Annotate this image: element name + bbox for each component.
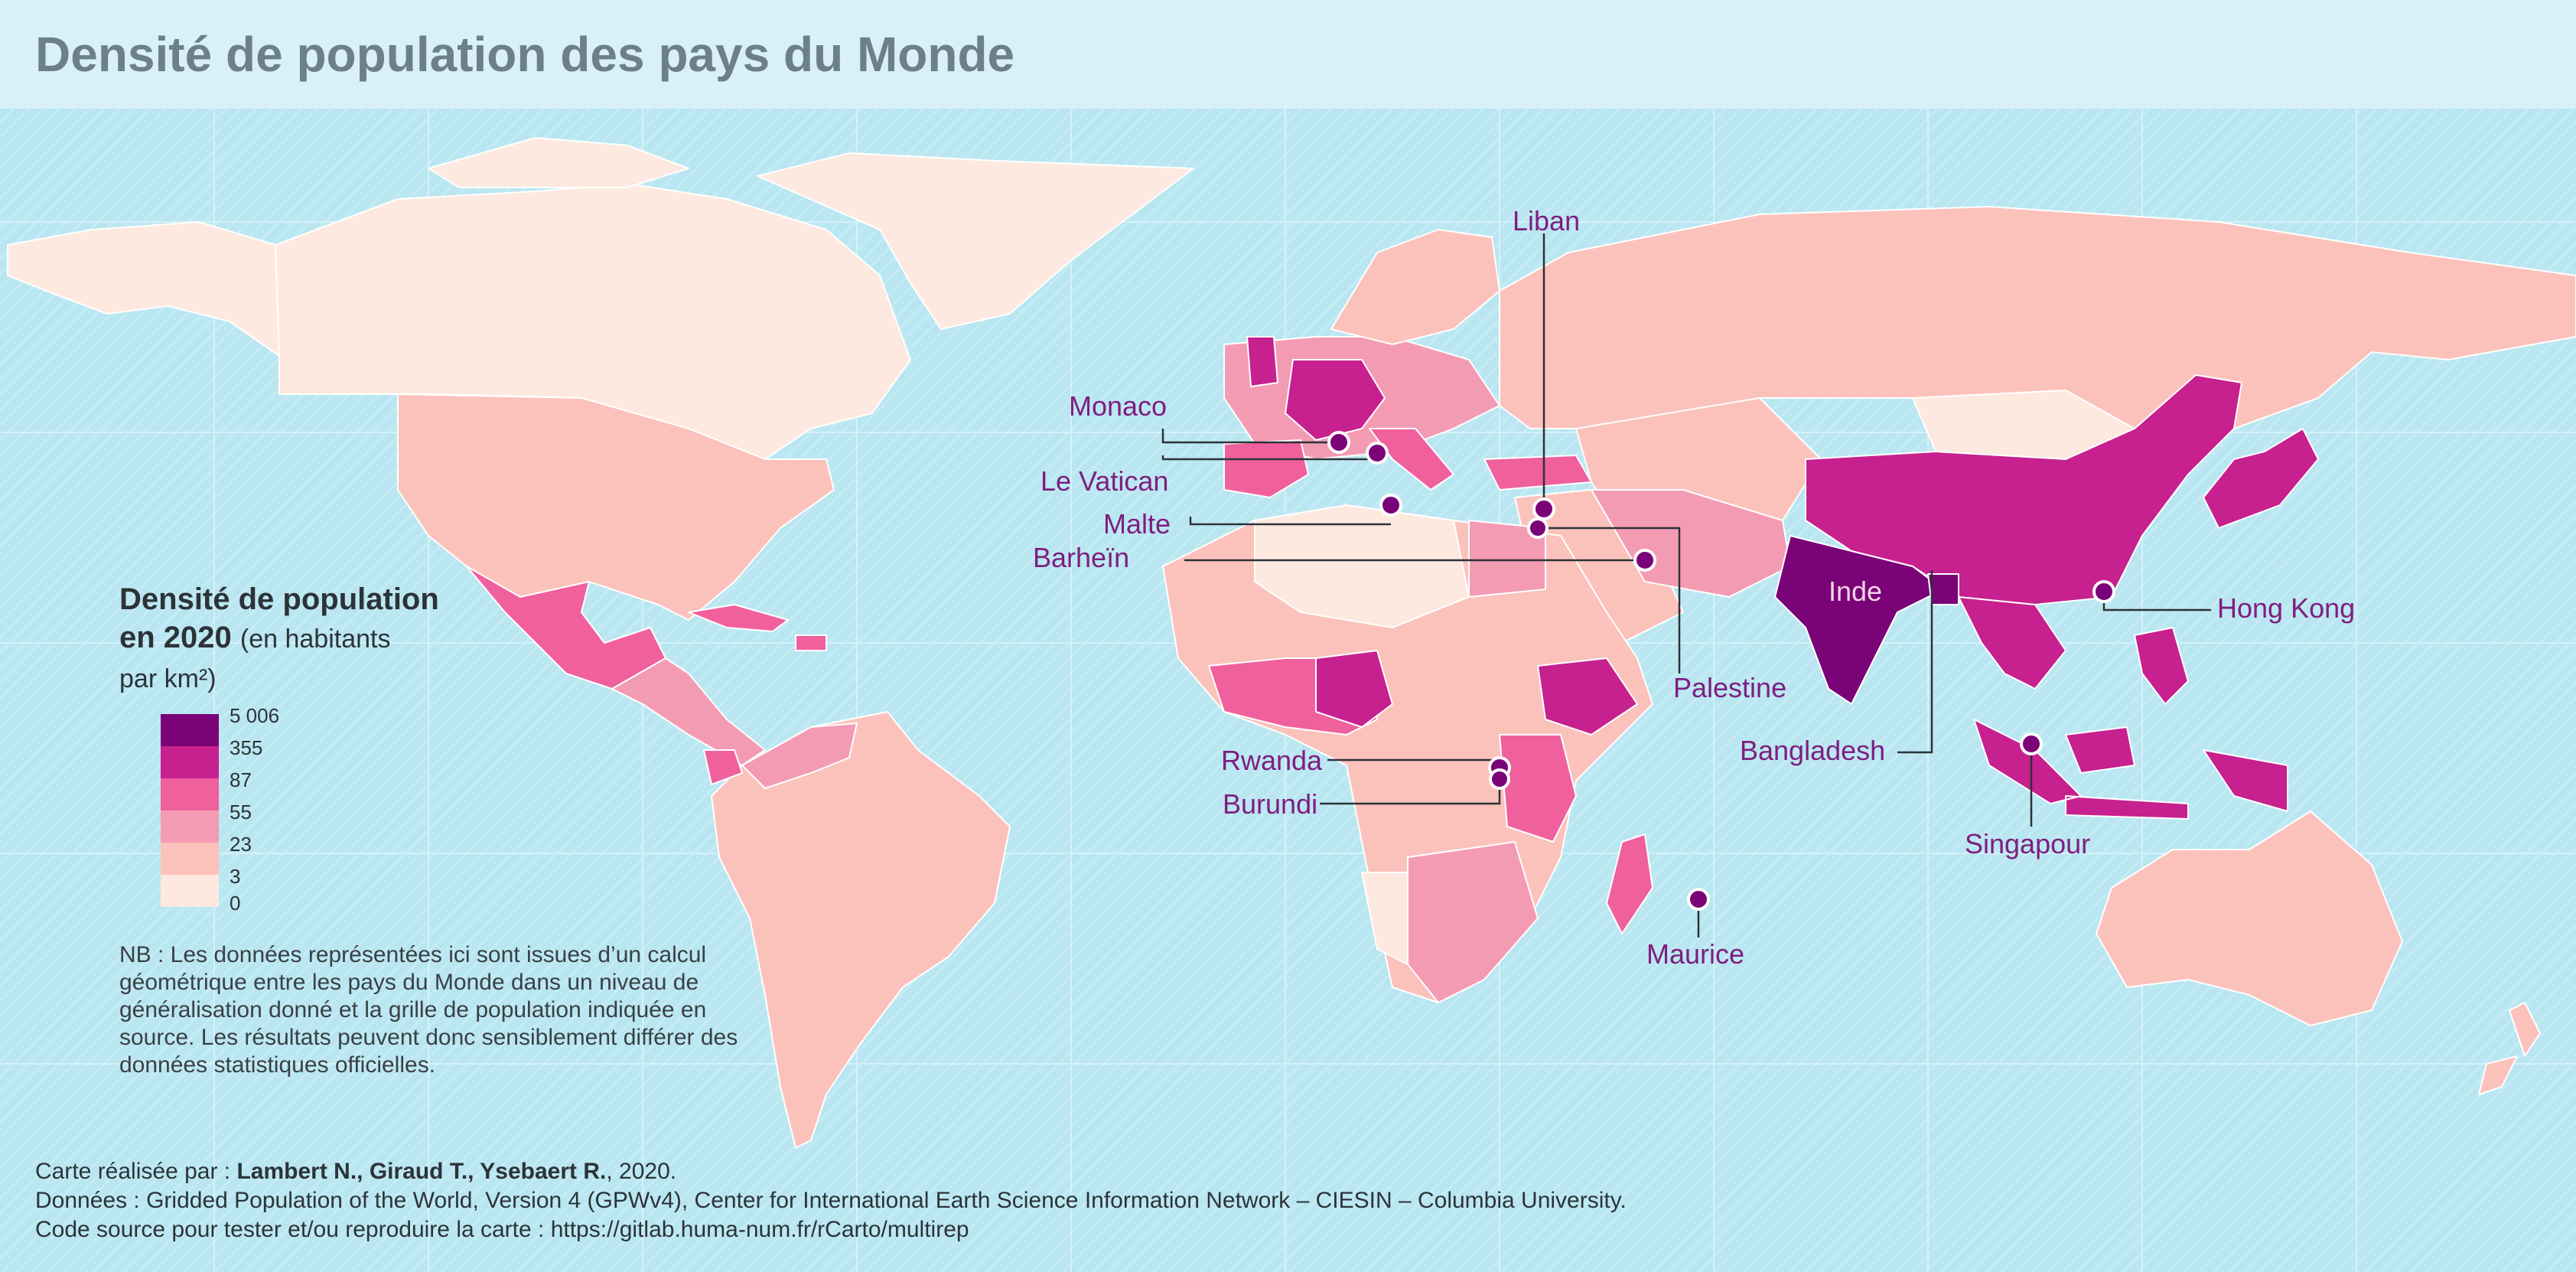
credits-data-source: Données : Gridded Population of the Worl…	[35, 1188, 1627, 1213]
credits-code-source: Code source pour tester et/ou reproduire…	[35, 1217, 969, 1242]
legend-title-line-1: Densité de population	[119, 582, 439, 616]
region-ecuador	[703, 749, 743, 785]
legend-break-label: 3	[230, 865, 241, 888]
legend-title: Densité de population en 2020 (en habita…	[119, 580, 439, 698]
region-usa	[397, 393, 835, 621]
region-south-america	[711, 711, 1011, 1149]
credits-authors-line: Carte réalisée par : Lambert N., Giraud …	[35, 1157, 1627, 1186]
label-burundi: Burundi	[1223, 788, 1318, 820]
legend-break-label: 0	[230, 892, 241, 915]
marker-monaco	[1327, 431, 1350, 454]
credits-authors: Lambert N., Giraud T., Ysebaert R.	[236, 1159, 607, 1184]
legend-title-unit-2: par km²)	[119, 664, 217, 693]
region-southeast-asia	[1958, 596, 2066, 690]
marker-malte	[1379, 494, 1402, 517]
region-arctic-islands	[428, 137, 689, 188]
region-central-america	[611, 657, 766, 766]
marker-singapour	[2020, 732, 2043, 755]
region-venezuela-colombia	[741, 722, 858, 789]
region-australia	[2096, 810, 2403, 1026]
region-central-europe	[1285, 359, 1386, 441]
region-madagascar	[1606, 833, 1653, 934]
legend-title-unit-1: (en habitants	[239, 625, 391, 654]
label-palestine: Palestine	[1673, 672, 1787, 703]
marker-vatican	[1366, 442, 1389, 465]
label-monaco: Monaco	[1069, 390, 1168, 422]
legend-title-line-2: en 2020	[119, 621, 232, 654]
region-namibia	[1361, 872, 1408, 965]
marker-palestine	[1527, 517, 1549, 539]
label-barhein: Barheïn	[1033, 542, 1130, 573]
label-malte: Malte	[1103, 508, 1171, 540]
marker-hongkong	[2092, 580, 2115, 603]
region-bangladesh	[1927, 573, 1959, 605]
region-philippines	[2134, 627, 2189, 705]
marker-burundi	[1489, 768, 1510, 790]
region-egypt	[1468, 520, 1546, 598]
credits-year: , 2020.	[606, 1159, 677, 1184]
legend-break-label: 55	[230, 801, 252, 824]
label-rwanda: Rwanda	[1221, 745, 1323, 776]
credits: Carte réalisée par : Lambert N., Giraud …	[35, 1157, 1627, 1244]
region-north-africa	[1254, 504, 1470, 628]
region-indonesia	[1973, 719, 2288, 820]
legend-swatch-6	[161, 875, 219, 907]
region-caribbean	[688, 604, 827, 651]
region-scandinavia	[1330, 229, 1500, 345]
label-inde: Inde	[1829, 576, 1883, 607]
region-nigeria	[1315, 650, 1393, 728]
credits-prefix: Carte réalisée par :	[35, 1159, 237, 1184]
label-liban: Liban	[1513, 205, 1581, 236]
data-note: NB : Les données représentées ici sont i…	[119, 942, 738, 1078]
legend-swatch-4	[161, 810, 219, 843]
region-ethiopia	[1537, 657, 1638, 735]
region-uk	[1246, 336, 1278, 387]
region-alaska	[7, 221, 280, 357]
label-vatican: Le Vatican	[1040, 465, 1169, 497]
legend-break-label: 355	[230, 736, 263, 759]
title-bar	[0, 0, 2576, 109]
legend-break-label: 23	[230, 833, 252, 856]
region-east-africa	[1499, 734, 1577, 843]
marker-barhein	[1633, 549, 1656, 572]
marker-maurice	[1687, 888, 1710, 911]
region-new-zealand	[2478, 1002, 2541, 1095]
legend-break-label: 5 006	[230, 704, 280, 727]
region-iberia	[1223, 439, 1309, 498]
region-mexico	[466, 566, 666, 690]
region-korea-japan	[2203, 428, 2319, 529]
label-bangladesh: Bangladesh	[1740, 735, 1886, 766]
label-hongkong: Hong Kong	[2217, 592, 2356, 624]
label-maurice: Maurice	[1646, 938, 1745, 970]
region-italy-balkans	[1369, 428, 1454, 491]
marker-liban	[1532, 497, 1555, 520]
region-india	[1774, 535, 1944, 705]
small-country-markers	[1327, 431, 2115, 911]
region-greenland	[757, 152, 1194, 330]
map-title: Densité de population des pays du Monde	[35, 27, 1015, 82]
legend-swatch-1	[161, 714, 219, 746]
legend-swatch-2	[161, 746, 219, 778]
legend-swatch-3	[161, 778, 219, 810]
legend-swatch-5	[161, 843, 219, 875]
label-singapour: Singapour	[1965, 828, 2091, 859]
legend-break-label: 87	[230, 768, 252, 791]
